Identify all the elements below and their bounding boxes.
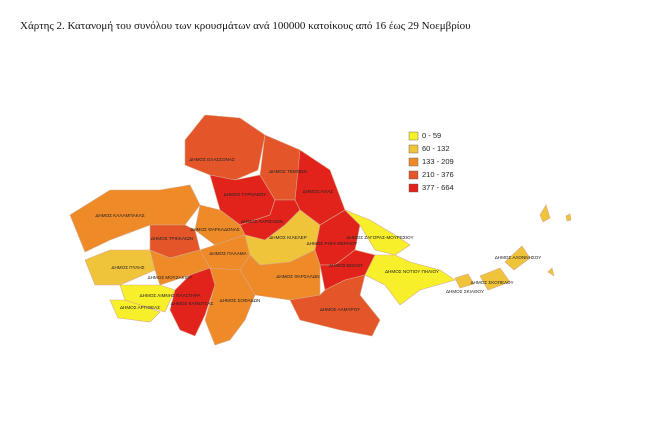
region xyxy=(289,274,381,337)
region-label: ΔΗΜΟΣ ΡΗΓΑ ΦΕΡΑΙΟΥ xyxy=(307,241,358,246)
region-label: ΔΗΜΟΣ ΕΛΑΣΣΟΝΑΣ xyxy=(189,157,235,162)
region-label: ΔΗΜΟΣ ΦΑΡΣΑΛΩΝ xyxy=(276,274,319,279)
region xyxy=(69,184,201,253)
region xyxy=(204,267,256,346)
region xyxy=(454,273,475,289)
region xyxy=(504,245,531,271)
region-label: ΔΗΜΟΣ ΑΛΜΥΡΟΥ xyxy=(320,307,360,312)
legend-swatch xyxy=(408,131,419,141)
map-title: Χάρτης 2. Κατανομή του συνόλου των κρουσ… xyxy=(20,20,471,32)
region xyxy=(239,249,321,301)
islet xyxy=(547,267,555,277)
region-label: ΔΗΜΟΣ ΒΟΛΟΥ xyxy=(329,263,363,268)
legend: 0 - 59 60 - 132 133 - 209 210 - 376 377 - 66… xyxy=(408,131,454,193)
region-label: ΔΗΜΟΣ ΤΥΡΝΑΒΟΥ xyxy=(224,192,267,197)
region xyxy=(169,267,216,337)
region-label: ΔΗΜΟΣ ΣΚΟΠΕΛΟΥ xyxy=(470,280,513,285)
legend-swatch xyxy=(408,170,419,180)
region-label: ΔΗΜΟΣ ΑΡΓΙΘΕΑΣ xyxy=(120,305,160,310)
region-labels: ΔΗΜΟΣ ΕΛΑΣΣΟΝΑΣ ΔΗΜΟΣ ΤΕΜΠΩΝ ΔΗΜΟΣ ΑΓΙΑΣ ΔΗ… xyxy=(95,157,541,312)
region-label: ΔΗΜΟΣ ΚΑΛΑΜΠΑΚΑΣ xyxy=(95,213,144,218)
map xyxy=(69,114,572,346)
islet xyxy=(539,204,551,223)
region-label: ΔΗΜΟΣ ΑΛΟΝΝΗΣΟΥ xyxy=(495,255,542,260)
region xyxy=(184,114,266,181)
legend-label: 210 - 376 xyxy=(422,170,454,179)
region-label: ΔΗΜΟΣ ΣΟΦΑΔΩΝ xyxy=(220,298,261,303)
region xyxy=(344,209,411,256)
islet xyxy=(565,213,572,222)
legend-swatch xyxy=(408,144,419,154)
legend-label: 60 - 132 xyxy=(422,144,450,153)
region-label: ΔΗΜΟΣ ΤΕΜΠΩΝ xyxy=(269,169,307,174)
region-label: ΔΗΜΟΣ ΛΙΜΝΗΣ ΠΛΑΣΤΗΡΑ xyxy=(140,293,202,298)
legend-label: 0 - 59 xyxy=(422,131,441,140)
region-label: ΔΗΜΟΣ ΣΚΙΑΘΟΥ xyxy=(446,289,484,294)
region-label: ΔΗΜΟΣ ΜΟΥΖΑΚΙΟΥ xyxy=(148,275,193,280)
region-label: ΔΗΜΟΣ ΠΥΛΗΣ xyxy=(111,265,144,270)
region xyxy=(479,267,511,291)
region-label: ΔΗΜΟΣ ΚΑΡΔΙΤΣΑΣ xyxy=(171,301,214,306)
region-label: ΔΗΜΟΣ ΑΓΙΑΣ xyxy=(303,189,334,194)
region-label: ΔΗΜΟΣ ΝΟΤΙΟΥ ΠΗΛΙΟΥ xyxy=(385,269,439,274)
region-label: ΔΗΜΟΣ ΤΡΙΚΚΑΙΩΝ xyxy=(151,236,193,241)
region xyxy=(109,299,161,323)
region-label: ΔΗΜΟΣ ΛΑΡΙΣΑΙΩΝ xyxy=(241,219,283,224)
legend-swatch xyxy=(408,157,419,167)
region-label: ΔΗΜΟΣ ΚΙΛΕΛΕΡ xyxy=(269,235,307,240)
legend-swatch xyxy=(408,183,419,193)
region-label: ΔΗΜΟΣ ΖΑΓΟΡΑΣ-ΜΟΥΡΕΣΙΟΥ xyxy=(346,235,413,240)
region-label: ΔΗΜΟΣ ΦΑΡΚΑΔΟΝΑΣ xyxy=(190,227,240,232)
region xyxy=(364,254,456,306)
legend-label: 377 - 664 xyxy=(422,183,454,192)
legend-label: 133 - 209 xyxy=(422,157,454,166)
region-label: ΔΗΜΟΣ ΠΑΛΑΜΑ xyxy=(209,251,247,256)
